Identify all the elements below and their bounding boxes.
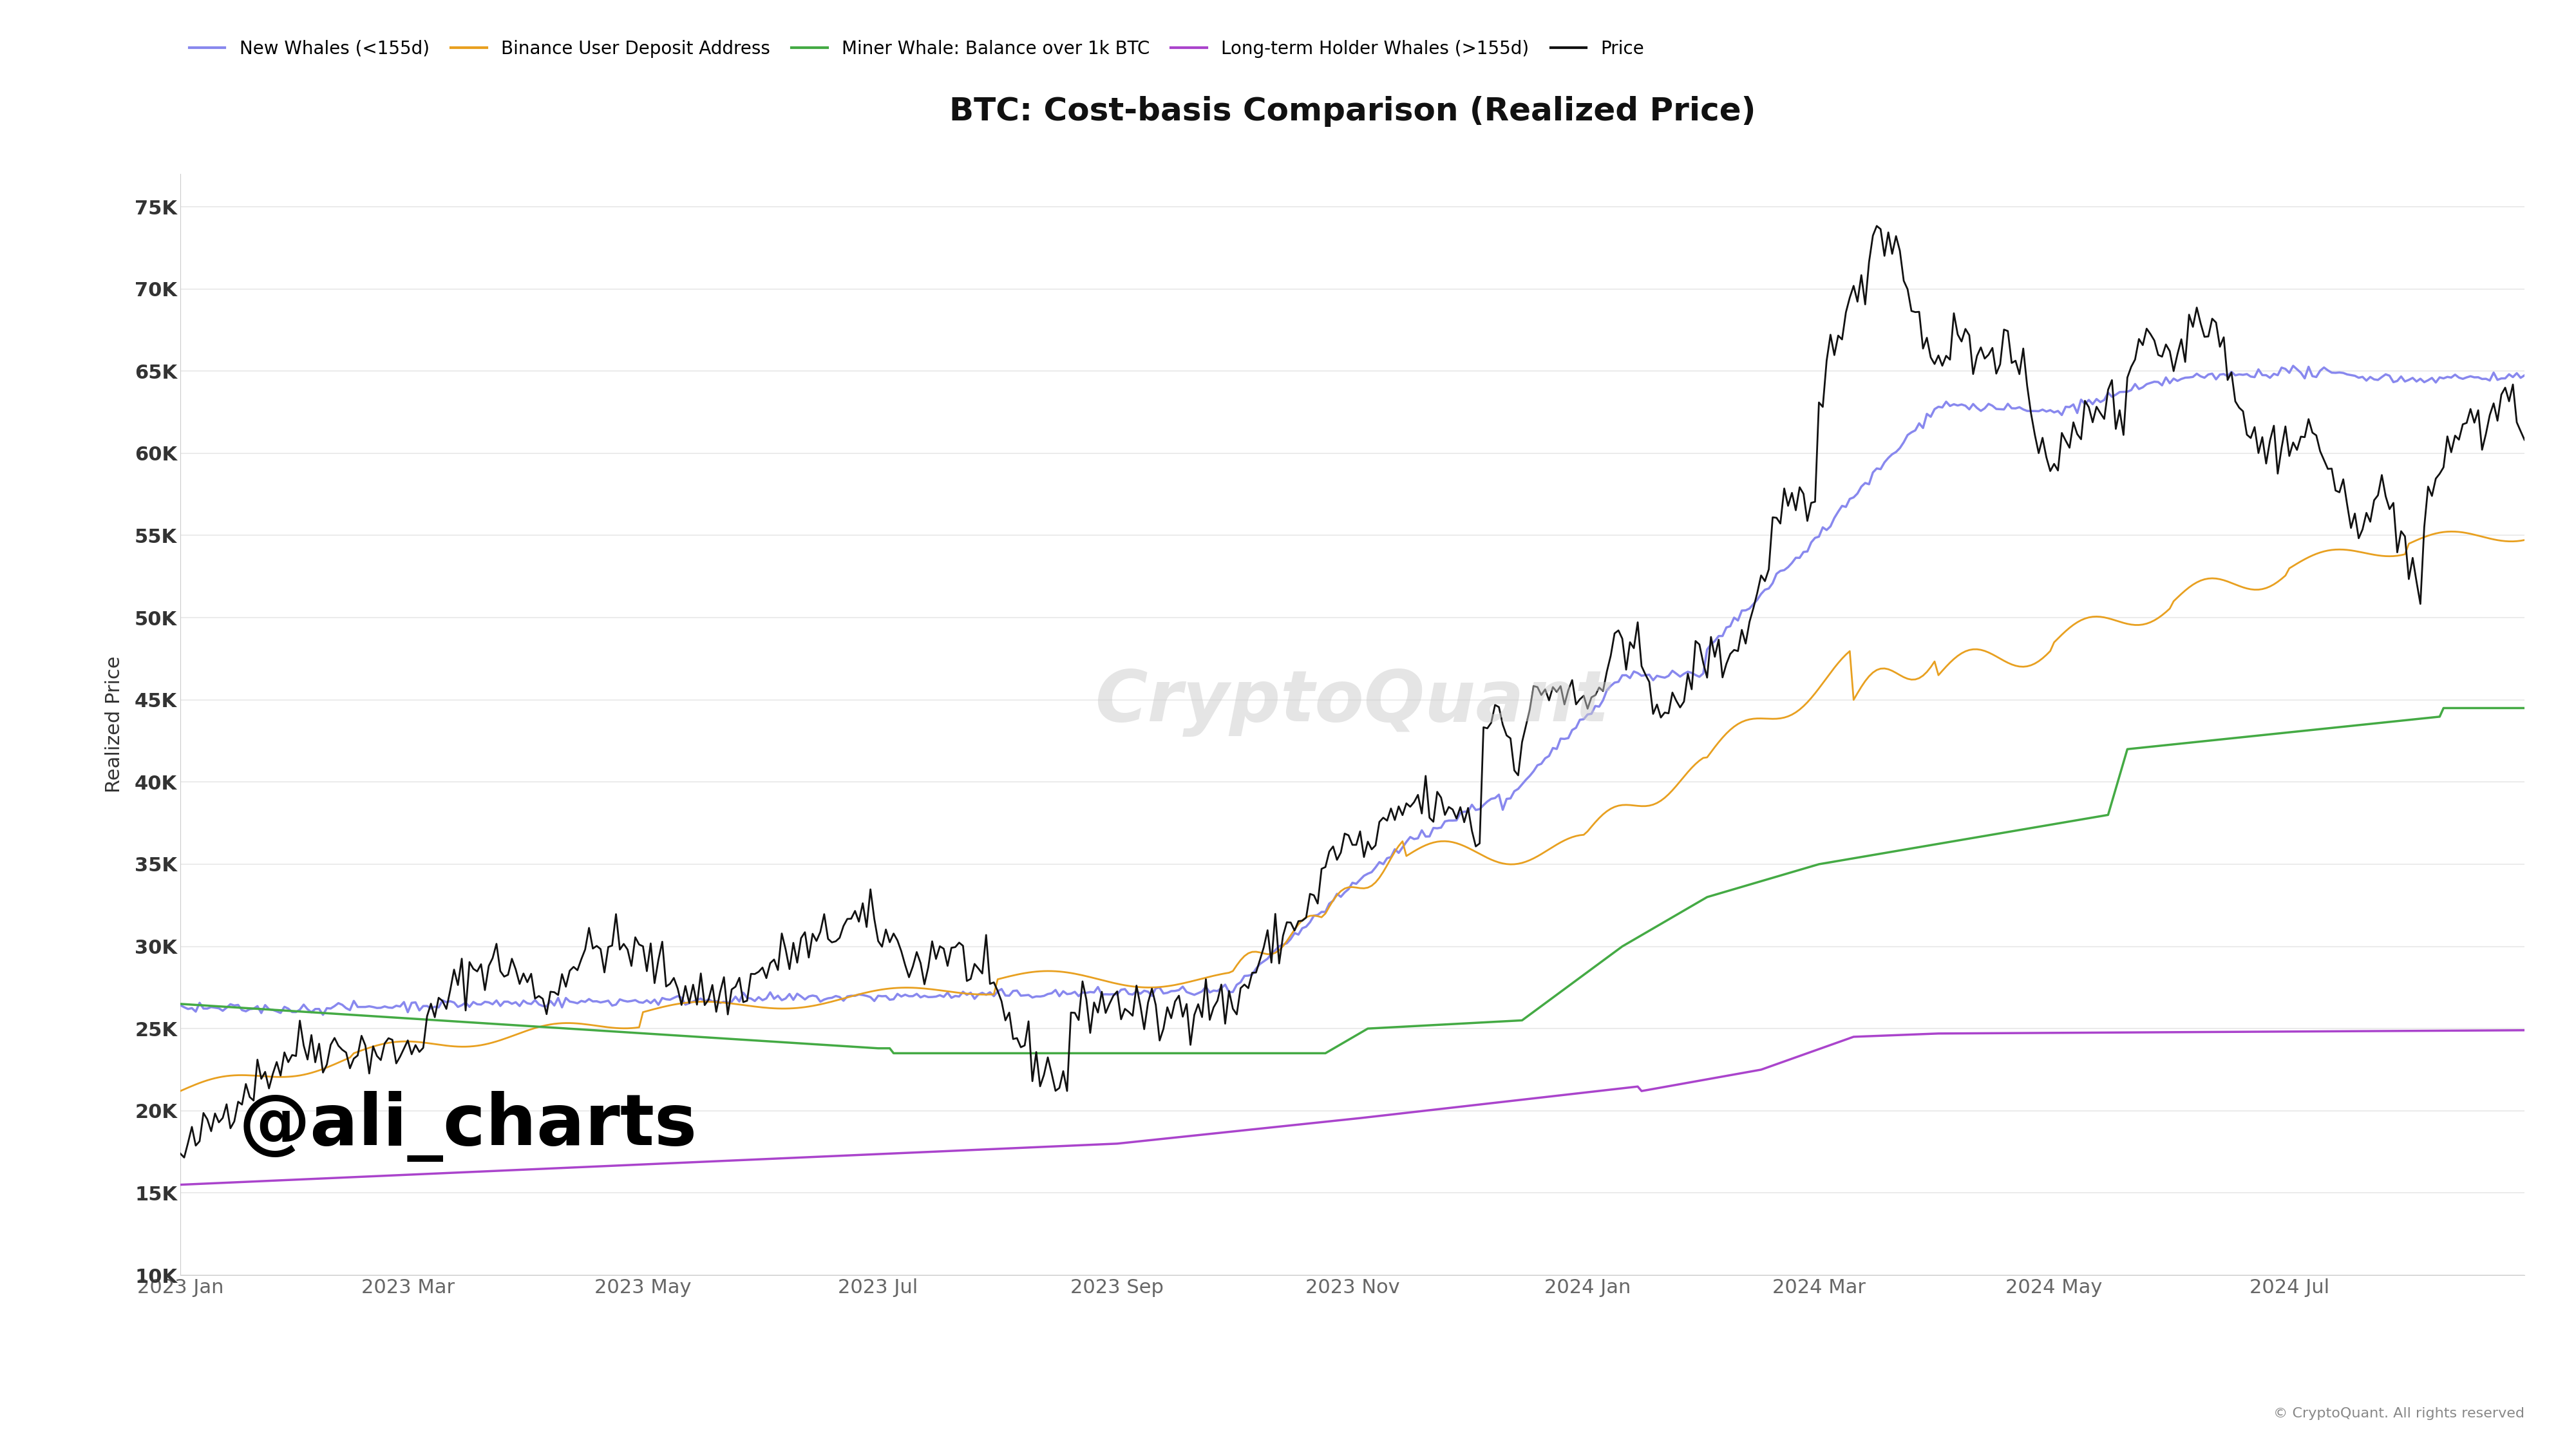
Text: @ali_charts: @ali_charts (240, 1091, 698, 1162)
Text: CryptoQuant: CryptoQuant (1095, 668, 1610, 738)
Title: BTC: Cost-basis Comparison (Realized Price): BTC: Cost-basis Comparison (Realized Pri… (948, 96, 1757, 126)
Text: © CryptoQuant. All rights reserved: © CryptoQuant. All rights reserved (2275, 1407, 2524, 1420)
Legend: New Whales (<155d), Binance User Deposit Address, Miner Whale: Balance over 1k B: New Whales (<155d), Binance User Deposit… (188, 39, 1643, 58)
Y-axis label: Realized Price: Realized Price (106, 656, 124, 793)
